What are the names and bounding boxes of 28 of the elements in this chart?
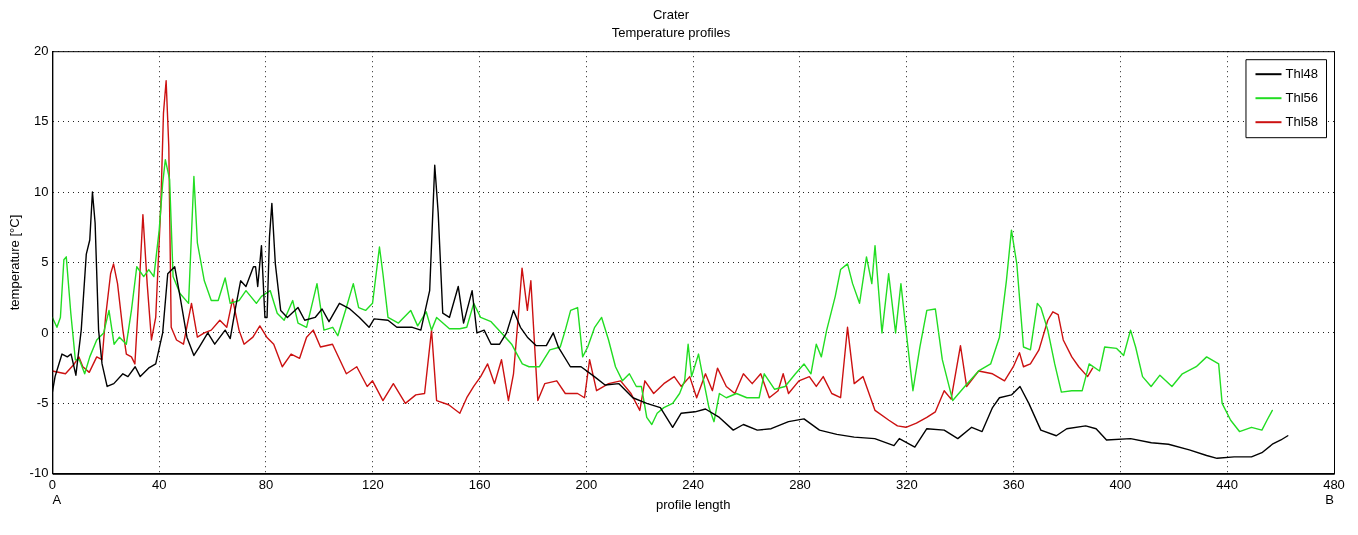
x-tick-label: 120: [361, 477, 384, 493]
y-tick-label: -5: [36, 394, 49, 410]
x-tick-label: 480: [1323, 477, 1345, 493]
x-tick-label: 280: [789, 477, 811, 493]
chart-subtitle: Temperature profiles: [611, 24, 731, 40]
x-tick-label: 440: [1216, 477, 1239, 493]
y-tick-label: 10: [33, 183, 49, 199]
x-tick-label: 40: [151, 477, 167, 493]
y-tick-label: 20: [33, 42, 49, 58]
x-tick-label: 400: [1109, 477, 1132, 493]
x-axis-title: profile length: [655, 496, 731, 512]
text: A: [52, 491, 62, 507]
x-tick-label: 240: [682, 477, 705, 493]
text: B: [1325, 491, 1334, 507]
x-tick-label: 200: [575, 477, 598, 493]
y-tick-label: -10: [29, 465, 49, 481]
y-tick-label: 15: [33, 113, 49, 129]
x-tick-label: 80: [258, 477, 274, 493]
y-axis-title: temperature [°C]: [7, 214, 23, 311]
y-tick-label: 5: [41, 254, 49, 270]
legend-label: Thl48: [1285, 65, 1319, 81]
y-tick-label: 0: [41, 324, 49, 340]
legend-label: Thl58: [1285, 113, 1319, 129]
x-tick-label: 360: [1002, 477, 1025, 493]
x-tick-label: 160: [468, 477, 491, 493]
x-tick-label: 320: [895, 477, 918, 493]
legend-label: Thl56: [1285, 89, 1319, 105]
chart-title: Crater: [652, 7, 690, 23]
